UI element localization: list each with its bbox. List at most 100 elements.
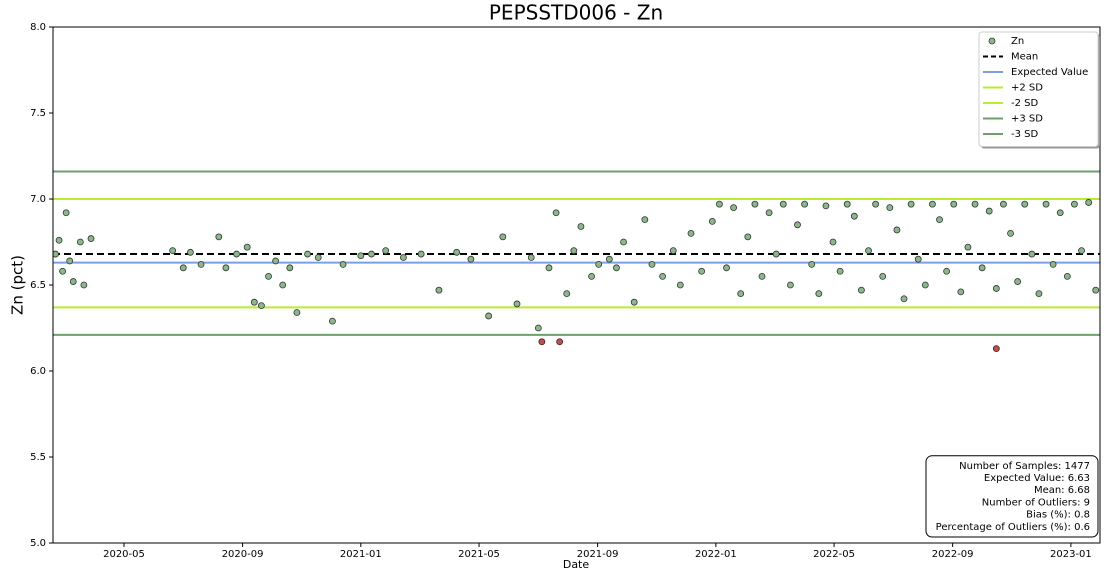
stats-text: Number of Outliers: 9 (982, 497, 1090, 508)
point (613, 264, 620, 272)
y-tick-label: 7.0 (30, 194, 46, 205)
point (815, 290, 823, 298)
point (605, 255, 613, 263)
point (1063, 272, 1071, 280)
legend-marker (988, 37, 996, 45)
point (339, 260, 347, 268)
point (215, 233, 223, 241)
point (1056, 209, 1064, 217)
outlier-point (538, 338, 546, 346)
point (53, 250, 59, 258)
point (907, 200, 915, 208)
point (850, 212, 858, 220)
legend-box (978, 31, 1099, 147)
point (552, 209, 560, 217)
point (723, 264, 730, 272)
x-tick-label: 2020-09 (222, 549, 264, 560)
point (659, 272, 666, 280)
stats-text: Percentage of Outliers (%): 0.6 (936, 522, 1090, 533)
point (382, 247, 390, 255)
point (1049, 260, 1057, 268)
point (80, 281, 88, 289)
point (1028, 250, 1036, 258)
point (545, 264, 553, 272)
plot-frame (52, 26, 1101, 544)
point (1021, 200, 1029, 208)
point (169, 247, 177, 255)
stats-box (925, 455, 1099, 538)
point (886, 204, 894, 212)
point (87, 235, 95, 242)
x-axis-label: Date (563, 558, 590, 569)
legend-label: -3 SD (1011, 129, 1038, 140)
point (233, 250, 240, 258)
point (921, 281, 929, 289)
point (772, 250, 780, 258)
point (794, 221, 801, 229)
point (737, 290, 745, 298)
point (950, 200, 958, 208)
point (186, 248, 194, 256)
point (1071, 200, 1078, 208)
x-tick-label: 2022-05 (813, 549, 855, 560)
point (279, 281, 287, 289)
stats-text: Bias (%): 0.8 (1026, 510, 1090, 521)
stats-text: Expected Value: 6.63 (984, 473, 1090, 484)
x-tick-label: 2022-09 (932, 549, 974, 560)
point (829, 238, 837, 246)
point (1000, 200, 1007, 208)
point (765, 209, 773, 217)
point (76, 238, 84, 246)
stats-text: Number of Samples: 1477 (959, 461, 1090, 472)
x-tick-label: 2023-01 (1050, 549, 1092, 560)
point (641, 216, 649, 224)
point (435, 286, 443, 294)
point (1085, 199, 1093, 206)
point (698, 267, 706, 275)
point (467, 255, 475, 263)
point (676, 281, 684, 289)
point (453, 248, 461, 256)
point (687, 229, 695, 237)
point (179, 264, 187, 272)
point (570, 247, 578, 255)
point (1007, 229, 1014, 237)
y-tick-label: 5.0 (30, 538, 46, 549)
outlier-point (992, 345, 1000, 353)
y-tick-label: 6.0 (30, 366, 46, 377)
point (669, 247, 677, 255)
point (527, 254, 535, 261)
point (62, 209, 70, 217)
y-axis-label: Zn (pct) (9, 255, 27, 315)
point (978, 264, 986, 272)
point (843, 200, 851, 208)
point (222, 264, 230, 272)
point (957, 288, 965, 296)
point (417, 250, 425, 258)
point (836, 267, 844, 275)
x-tick-label: 2020-05 (103, 549, 145, 560)
point (1035, 290, 1043, 298)
point (1014, 278, 1022, 285)
point (258, 302, 265, 310)
point (66, 257, 74, 265)
point (900, 295, 908, 303)
point (758, 272, 766, 280)
outlier-point (556, 338, 564, 346)
point (744, 233, 752, 241)
chart-title: PEPSSTD006 - Zn (489, 1, 663, 25)
point (485, 312, 493, 320)
point (708, 217, 716, 225)
point (822, 202, 830, 210)
point (563, 290, 571, 298)
x-tick-label: 2021-09 (577, 549, 619, 560)
point (368, 250, 375, 258)
point (55, 236, 63, 244)
point (197, 260, 205, 268)
point (879, 272, 887, 280)
y-tick-label: 5.5 (30, 452, 46, 463)
point (588, 272, 595, 280)
point (964, 243, 972, 251)
point (243, 243, 251, 251)
